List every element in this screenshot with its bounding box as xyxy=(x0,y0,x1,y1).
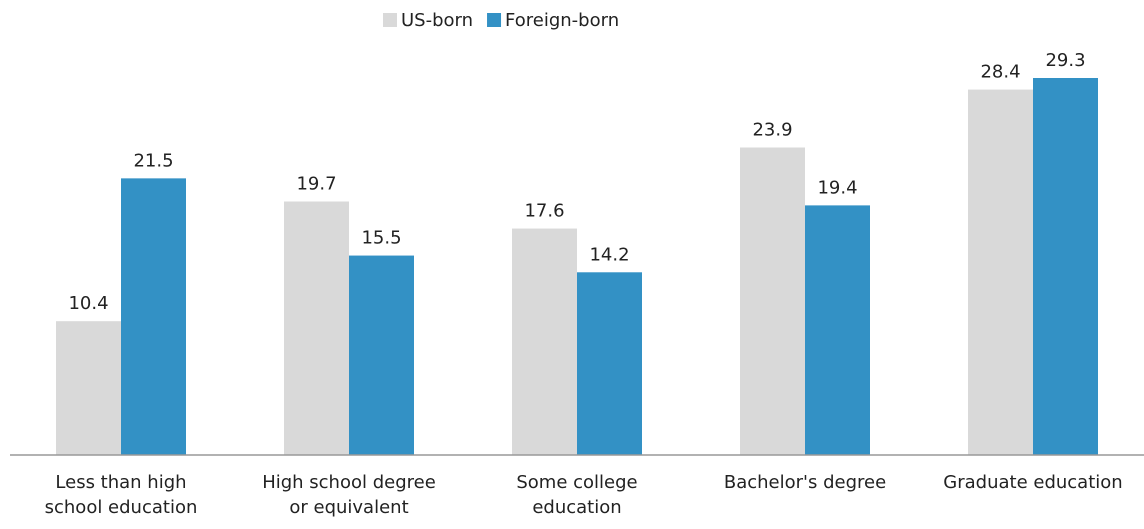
data-label: 10.4 xyxy=(68,293,108,314)
data-label: 19.4 xyxy=(817,177,857,198)
data-label: 17.6 xyxy=(524,201,564,222)
bar xyxy=(512,228,577,455)
legend-swatch xyxy=(487,13,502,27)
x-tick-label: Less than high school education xyxy=(44,472,198,518)
x-tick-label: Some college education xyxy=(516,472,638,518)
legend-label: US-born xyxy=(401,10,473,31)
data-label: 23.9 xyxy=(752,119,792,140)
data-label: 14.2 xyxy=(589,244,629,265)
data-label: 15.5 xyxy=(361,228,401,249)
x-tick-label: Graduate education xyxy=(943,472,1123,493)
bar xyxy=(577,272,642,455)
bar xyxy=(1033,78,1098,455)
x-tick-label: Bachelor's degree xyxy=(723,472,887,493)
bar xyxy=(284,201,349,455)
bar xyxy=(56,321,121,455)
bar xyxy=(968,89,1033,456)
data-label: 19.7 xyxy=(296,174,336,195)
data-label: 29.3 xyxy=(1045,50,1085,71)
legend-label: Foreign-born xyxy=(505,10,619,31)
legend-swatch xyxy=(383,13,397,27)
data-label: 21.5 xyxy=(133,150,173,171)
x-tick-label: High school degree or equivalent xyxy=(262,472,436,518)
bar xyxy=(121,178,186,456)
bar xyxy=(740,147,805,455)
bar xyxy=(349,255,414,455)
bar xyxy=(805,205,870,455)
data-label: 28.4 xyxy=(980,62,1020,83)
